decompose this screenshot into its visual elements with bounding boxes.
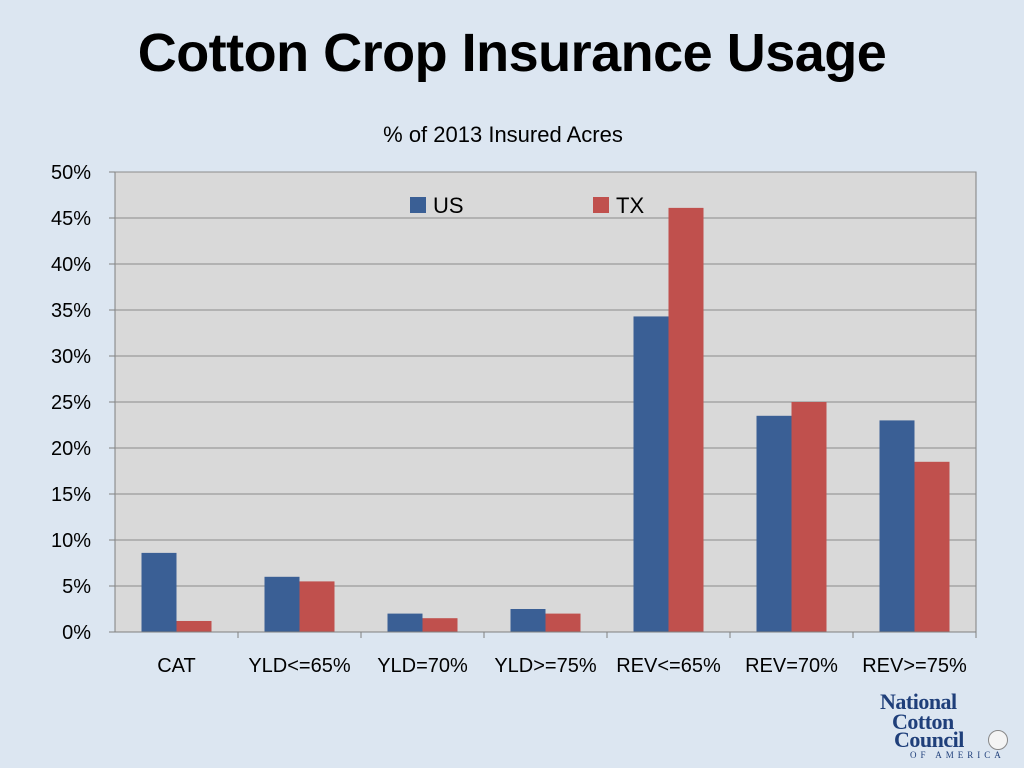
- legend-swatch-tx: [593, 197, 609, 213]
- logo-line-national: National: [880, 689, 957, 714]
- ncc-logo: National Cotton Council OF AMERICA: [880, 690, 1010, 762]
- logo-line-council: Council: [894, 727, 964, 752]
- bar-us: [387, 613, 423, 632]
- x-tick-label: YLD=70%: [377, 655, 468, 677]
- y-tick-label: 0%: [62, 622, 91, 644]
- bar-us: [756, 415, 792, 632]
- x-tick-label: REV<=65%: [616, 655, 721, 677]
- bar-tx: [791, 402, 827, 632]
- y-tick-label: 40%: [51, 254, 91, 276]
- cotton-seal-icon: [988, 730, 1008, 750]
- chart-subtitle: % of 2013 Insured Acres: [383, 122, 623, 147]
- legend-swatch-us: [410, 197, 426, 213]
- bar-tx: [299, 581, 335, 632]
- bar-us: [141, 552, 177, 632]
- logo-line-cotton: Cotton: [892, 709, 954, 734]
- bar-tx: [914, 461, 950, 632]
- bar-tx: [668, 207, 704, 632]
- bar-tx: [422, 618, 458, 632]
- logo-subline: OF AMERICA: [910, 750, 1005, 760]
- y-tick-label: 20%: [51, 438, 91, 460]
- y-tick-label: 50%: [51, 162, 91, 184]
- x-tick-label: REV=70%: [745, 655, 838, 677]
- bar-us: [510, 609, 546, 632]
- bar-tx: [545, 613, 581, 632]
- x-tick-label: YLD<=65%: [248, 655, 351, 677]
- y-tick-label: 35%: [51, 300, 91, 322]
- y-tick-label: 30%: [51, 346, 91, 368]
- y-tick-label: 45%: [51, 208, 91, 230]
- y-tick-label: 15%: [51, 484, 91, 506]
- y-tick-label: 25%: [51, 392, 91, 414]
- x-tick-label: YLD>=75%: [494, 655, 597, 677]
- slide-title: Cotton Crop Insurance Usage: [137, 23, 887, 83]
- bar-us: [633, 316, 669, 632]
- y-tick-label: 5%: [62, 576, 91, 598]
- legend-label-us: US: [433, 193, 464, 218]
- bar-us: [879, 420, 915, 632]
- x-tick-label: REV>=75%: [862, 655, 967, 677]
- y-tick-label: 10%: [51, 530, 91, 552]
- bar-us: [264, 576, 300, 632]
- legend-label-tx: TX: [616, 193, 644, 218]
- bar-tx: [176, 620, 212, 632]
- x-tick-label: CAT: [157, 655, 196, 677]
